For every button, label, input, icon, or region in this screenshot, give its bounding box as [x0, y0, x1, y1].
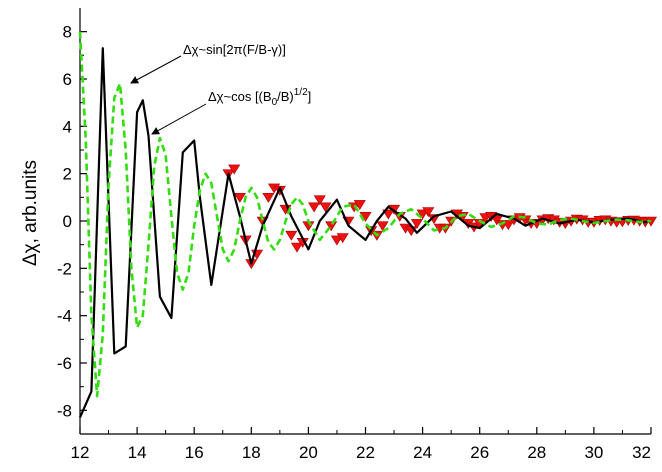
- x-tick-label: 28: [527, 443, 546, 462]
- y-tick-label: -8: [57, 401, 72, 420]
- series-black-line: [78, 47, 652, 418]
- red-triangle-point: [319, 202, 332, 213]
- x-tick-label: 30: [584, 443, 603, 462]
- annotation-layer: Δχ~sin[2π(F/B-γ)] Δχ~cos [(B0/B)1/2]: [130, 42, 311, 135]
- y-tick-label: 0: [63, 212, 72, 231]
- y-tick-label: -4: [57, 307, 72, 326]
- red-triangle-point: [376, 221, 389, 232]
- x-tick-label: 26: [470, 443, 489, 462]
- y-tick-label: 4: [63, 117, 72, 136]
- series-layer: [78, 31, 658, 418]
- annotation-sin: Δχ~sin[2π(F/B-γ)]: [183, 42, 286, 57]
- red-triangle-point: [325, 221, 338, 232]
- y-tick-label: 2: [63, 165, 72, 184]
- x-tick-label: 12: [71, 443, 90, 462]
- red-triangle-point: [410, 219, 423, 229]
- red-triangle-point: [290, 242, 304, 253]
- red-triangle-point: [228, 164, 241, 175]
- x-tick-label: 14: [128, 443, 147, 462]
- red-triangle-point: [313, 195, 326, 206]
- series-green-dashed-line: [78, 31, 652, 398]
- annotation-cos-arrow: [151, 103, 207, 135]
- red-triangle-point: [233, 193, 246, 203]
- y-tick-label: 8: [63, 23, 72, 42]
- x-tick-label: 16: [185, 443, 204, 462]
- x-tick-label: 18: [242, 443, 261, 462]
- red-triangle-point: [308, 202, 321, 213]
- red-triangle-point: [336, 233, 349, 244]
- red-triangle-point: [285, 230, 298, 241]
- x-tick-label: 24: [413, 443, 432, 462]
- y-tick-label: -2: [57, 259, 72, 278]
- red-triangle-point: [422, 207, 435, 218]
- series-red-triangles: [222, 164, 658, 270]
- annotation-sin-arrow: [130, 55, 182, 84]
- red-triangle-point: [382, 209, 395, 220]
- y-axis-title: Δχ, arb.units: [20, 160, 41, 266]
- red-triangle-point: [353, 200, 366, 210]
- annotation-cos: Δχ~cos [(B0/B)1/2]: [208, 87, 311, 108]
- y-tick-label: -6: [57, 354, 72, 373]
- x-tick-label: 22: [356, 443, 375, 462]
- y-tick-label: 6: [63, 70, 72, 89]
- x-tick-label: 32: [632, 443, 651, 462]
- x-tick-label: 20: [299, 443, 318, 462]
- red-triangle-point: [262, 193, 275, 203]
